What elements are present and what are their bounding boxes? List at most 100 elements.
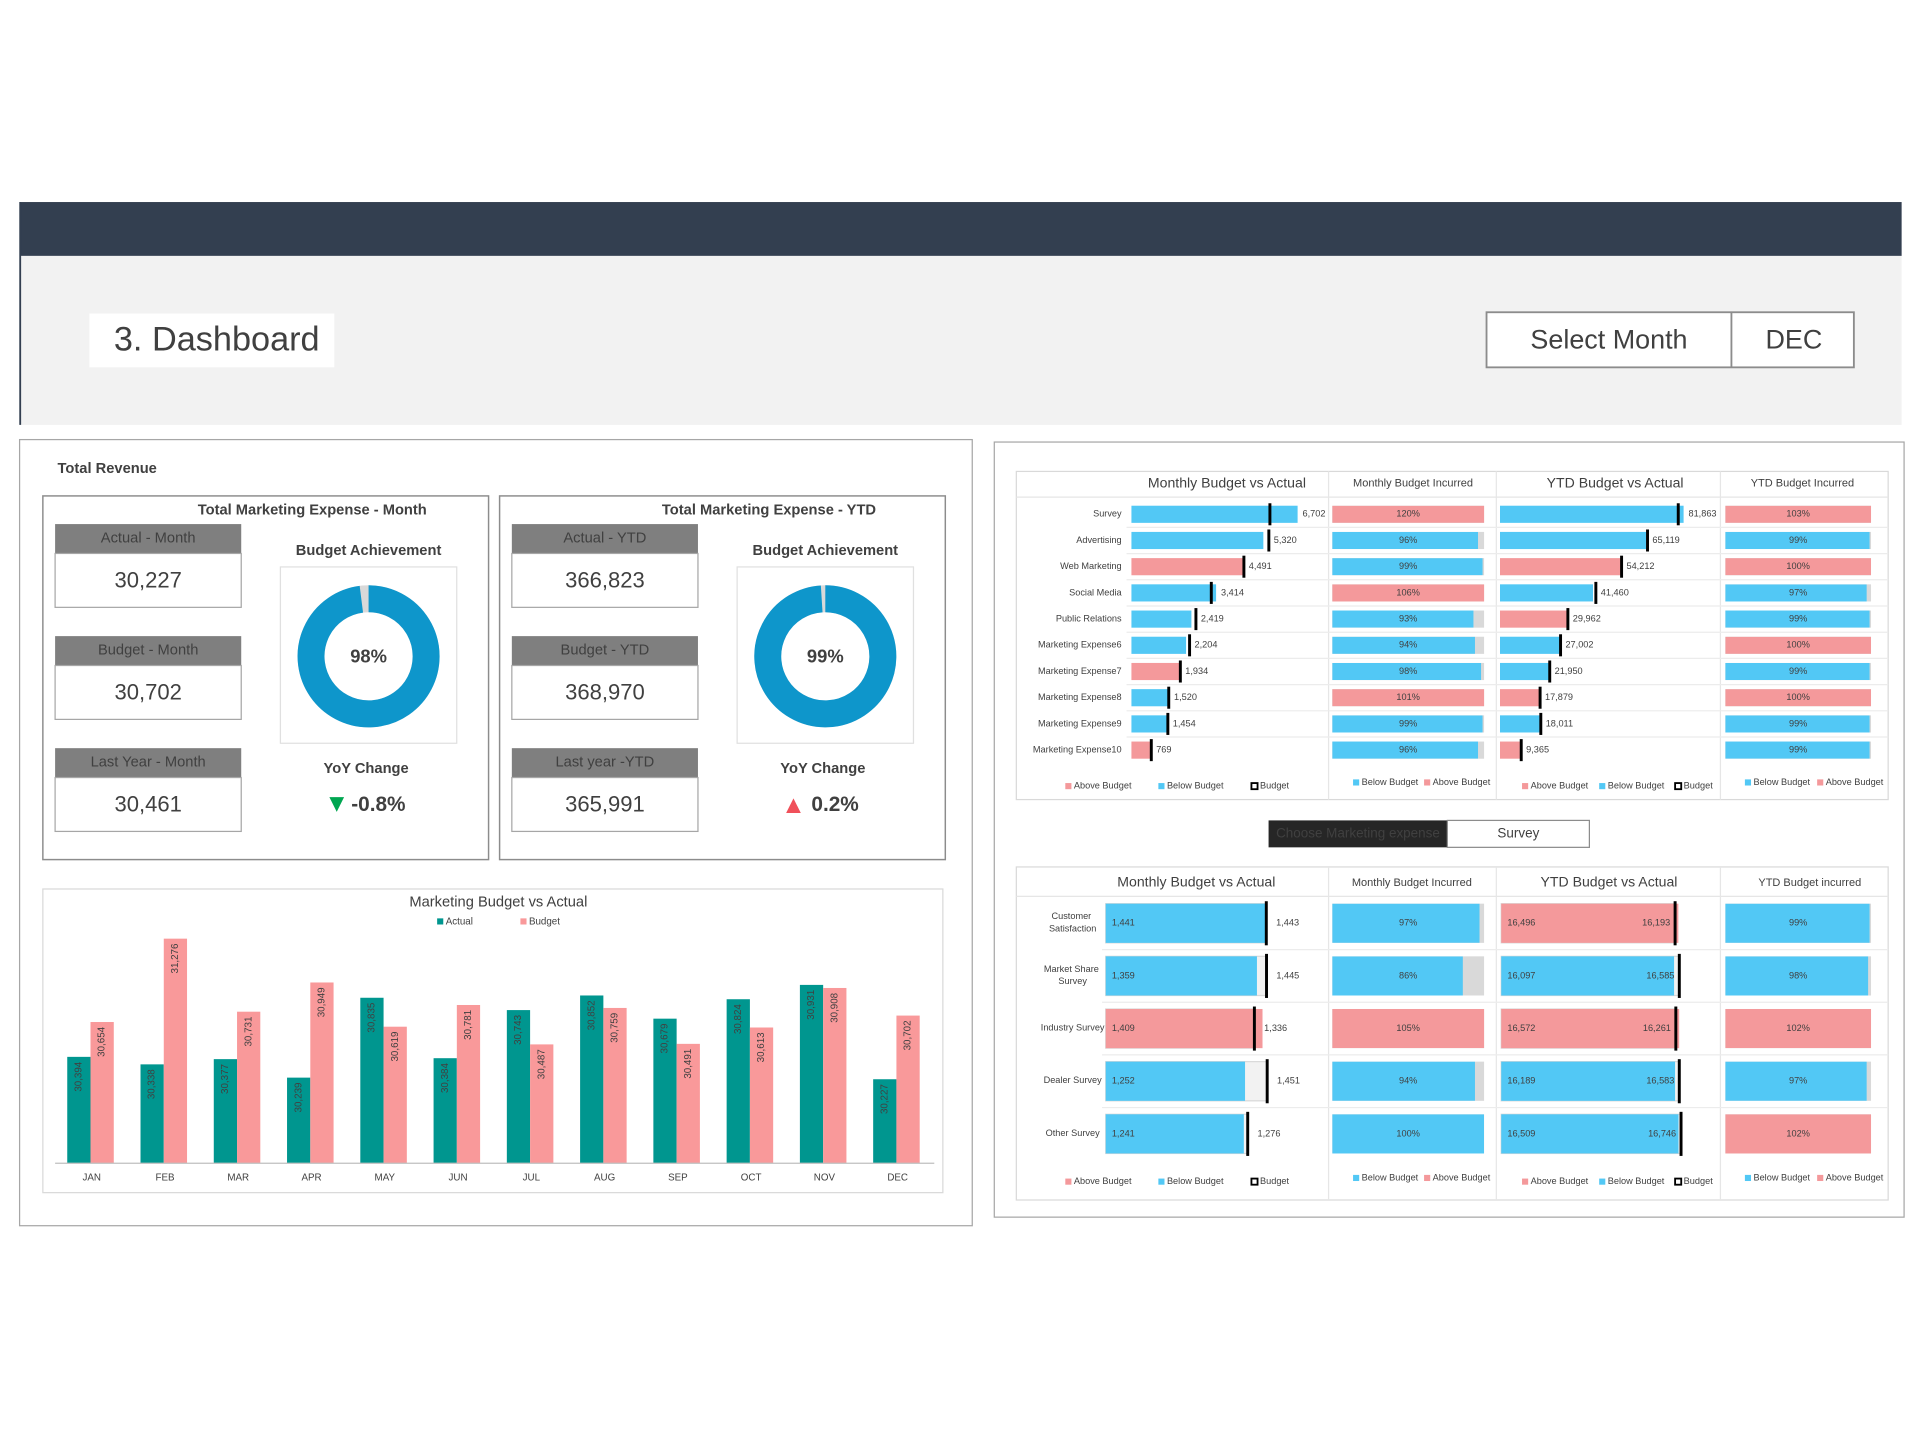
ytd-actual-label: 17,879	[1545, 692, 1573, 702]
legend-label: Budget	[1260, 781, 1290, 791]
incurred-label: 100%	[1786, 561, 1809, 571]
bar-value-label: 30,824	[733, 1004, 744, 1034]
monthly-actual-bar	[1105, 1114, 1244, 1154]
row-label: Market Share Survey	[1044, 964, 1102, 986]
ytd-actual-bar	[1500, 741, 1522, 759]
legend-swatch	[1158, 783, 1165, 790]
kpi-card-header	[55, 636, 242, 666]
legend-label: Below Budget	[1362, 777, 1419, 787]
yoy-arrow	[786, 798, 801, 814]
bar	[726, 999, 750, 1164]
month-select[interactable]	[1485, 311, 1855, 369]
bar-value-label: 30,491	[683, 1049, 694, 1079]
kpi-card-box	[511, 776, 699, 833]
monthly-actual-label: 1,934	[1185, 666, 1208, 676]
bar-value-label: 30,781	[463, 1010, 474, 1040]
monthly-budget-marker	[1252, 1006, 1256, 1051]
legend-swatch	[1353, 779, 1360, 786]
incurred-label: 100%	[1396, 1128, 1419, 1138]
incurred-bar	[1332, 531, 1479, 550]
select-label: Select Month	[1530, 325, 1687, 355]
row-label: Survey	[1093, 509, 1122, 519]
incurred-bar	[1332, 558, 1483, 576]
chooser-label-box	[1268, 820, 1448, 848]
legend-label: Actual	[446, 917, 473, 928]
row-label: Marketing Expense8	[1038, 692, 1122, 702]
yoy-arrow	[329, 797, 345, 812]
x-tick-label: AUG	[594, 1173, 615, 1184]
incurred-bar	[1332, 715, 1483, 733]
monthly-budget-label: 1,445	[1276, 970, 1299, 980]
ytd-actual-label: 9,365	[1526, 745, 1549, 755]
bar	[653, 1018, 677, 1164]
incurred-bar	[1725, 1008, 1872, 1049]
ytd-actual-label: 16,189	[1507, 1076, 1535, 1086]
incurred-label: 102%	[1786, 1128, 1809, 1138]
bar	[896, 1015, 920, 1164]
kpi-card-label: Actual - Month	[101, 531, 196, 547]
incurred-bar	[1725, 956, 1869, 996]
kpi-card-label: Last Year - Month	[91, 755, 206, 771]
ytd-budget-marker	[1519, 739, 1523, 762]
ytd-budget-marker	[1548, 660, 1552, 683]
donut-title: Budget Achievement	[296, 543, 442, 559]
monthly-budget-marker	[1264, 901, 1268, 946]
kpi-card-label: Budget - YTD	[561, 643, 650, 659]
incurred-label: 93%	[1399, 614, 1417, 624]
bar-chart-frame	[42, 888, 944, 1194]
ytd-actual-bar	[1500, 715, 1541, 733]
kpi-card-header	[55, 748, 242, 778]
monthly-actual-bar	[1131, 689, 1170, 707]
monthly-budget-marker	[1166, 712, 1170, 735]
incurred-label: 97%	[1399, 918, 1417, 928]
legend-swatch	[1817, 1174, 1824, 1182]
bar-value-label: 30,702	[903, 1020, 914, 1050]
x-tick-label: JUN	[449, 1173, 468, 1184]
row-label: Industry Survey	[1041, 1023, 1105, 1033]
x-tick-label: JAN	[82, 1173, 100, 1184]
bar-value-label: 30,852	[586, 1000, 597, 1030]
incurred-bar	[1725, 689, 1872, 707]
legend-swatch	[1065, 783, 1072, 790]
ytd-budget-marker	[1539, 712, 1543, 735]
bar-value-label: 30,931	[806, 990, 817, 1020]
ytd-actual-bar	[1501, 903, 1679, 943]
select-value[interactable]: DEC	[1765, 325, 1822, 355]
bar	[287, 1077, 311, 1164]
monthly-actual-bar	[1131, 610, 1192, 628]
incurred-bar	[1725, 531, 1870, 550]
incurred-bar	[1725, 741, 1870, 759]
monthly-actual-bar	[1131, 531, 1264, 550]
donut-title: Budget Achievement	[753, 543, 899, 559]
incurred-label: 99%	[1789, 745, 1807, 755]
page-title: 3. Dashboard	[114, 321, 320, 359]
legend-swatch	[437, 918, 444, 925]
bar-value-label: 30,743	[513, 1014, 524, 1044]
incurred-bar	[1332, 1114, 1485, 1154]
monthly-actual-bar	[1105, 903, 1267, 943]
monthly-actual-bar	[1131, 584, 1217, 602]
kpi-panel-title: Total Marketing Expense - YTD	[662, 502, 876, 518]
incurred-bar	[1725, 715, 1870, 733]
legend-label: Below Budget	[1167, 781, 1224, 791]
incurred-bar	[1725, 505, 1872, 523]
incurred-label: 96%	[1399, 745, 1417, 755]
row-label: Marketing Expense9	[1038, 718, 1122, 728]
legend-swatch	[1817, 779, 1824, 786]
monthly-actual-bar	[1131, 662, 1180, 681]
chooser-value[interactable]: Survey	[1497, 825, 1539, 840]
row-label: Customer Satisfaction	[1049, 912, 1096, 934]
ytd-budget-marker	[1673, 901, 1677, 946]
monthly-budget-marker	[1265, 1059, 1269, 1104]
bar	[823, 987, 847, 1164]
legend-label: Above Budget	[1433, 777, 1491, 787]
incurred-bar	[1725, 1061, 1867, 1101]
bar	[506, 1010, 531, 1164]
table-header: YTD Budget vs Actual	[1547, 474, 1684, 490]
legend-swatch	[1599, 1178, 1606, 1185]
ytd-actual-label: 16,097	[1507, 970, 1535, 980]
chooser-box[interactable]	[1446, 819, 1591, 848]
ytd-budget-label: 16,193	[1642, 918, 1670, 928]
monthly-actual-label: 1,241	[1112, 1128, 1135, 1138]
ytd-budget-label: 16,261	[1643, 1023, 1671, 1033]
